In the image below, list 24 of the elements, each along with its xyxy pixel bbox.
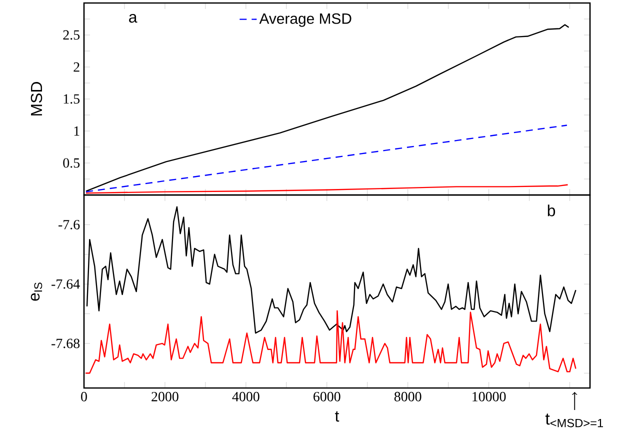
y-tick-label: -7.6: [58, 220, 80, 230]
x-tick-label: 0: [81, 392, 87, 402]
line-series: [85, 184, 568, 194]
annotation: b: [548, 204, 556, 216]
y-axis-title: e$_{IS}$: [30, 282, 42, 301]
y-tick-label: 2: [74, 62, 80, 72]
line-series: [85, 310, 576, 374]
line-series: [86, 206, 576, 334]
x-tick-label: 8000: [394, 392, 422, 402]
x-tick-label: 6000: [314, 392, 340, 402]
y-axis-title: MSD: [30, 82, 42, 116]
x-tick-label: 10000: [472, 392, 506, 402]
y-tick-label: -7.64: [52, 279, 80, 289]
x-tick-label: 2000: [152, 392, 178, 402]
y-tick-label: -7.68: [52, 338, 80, 348]
annotation: t$_{<MSD>=1}$: [545, 414, 603, 428]
y-tick-label: 1.5: [64, 94, 80, 104]
x-tick-label: 4000: [232, 392, 260, 402]
annotation: a: [129, 14, 138, 23]
y-tick-label: 0.5: [63, 158, 80, 168]
x-axis-title: t: [335, 411, 340, 422]
legend-label: Average MSD: [259, 13, 352, 27]
y-tick-label: 1: [74, 126, 80, 136]
y-tick-label: 2.5: [63, 30, 80, 40]
